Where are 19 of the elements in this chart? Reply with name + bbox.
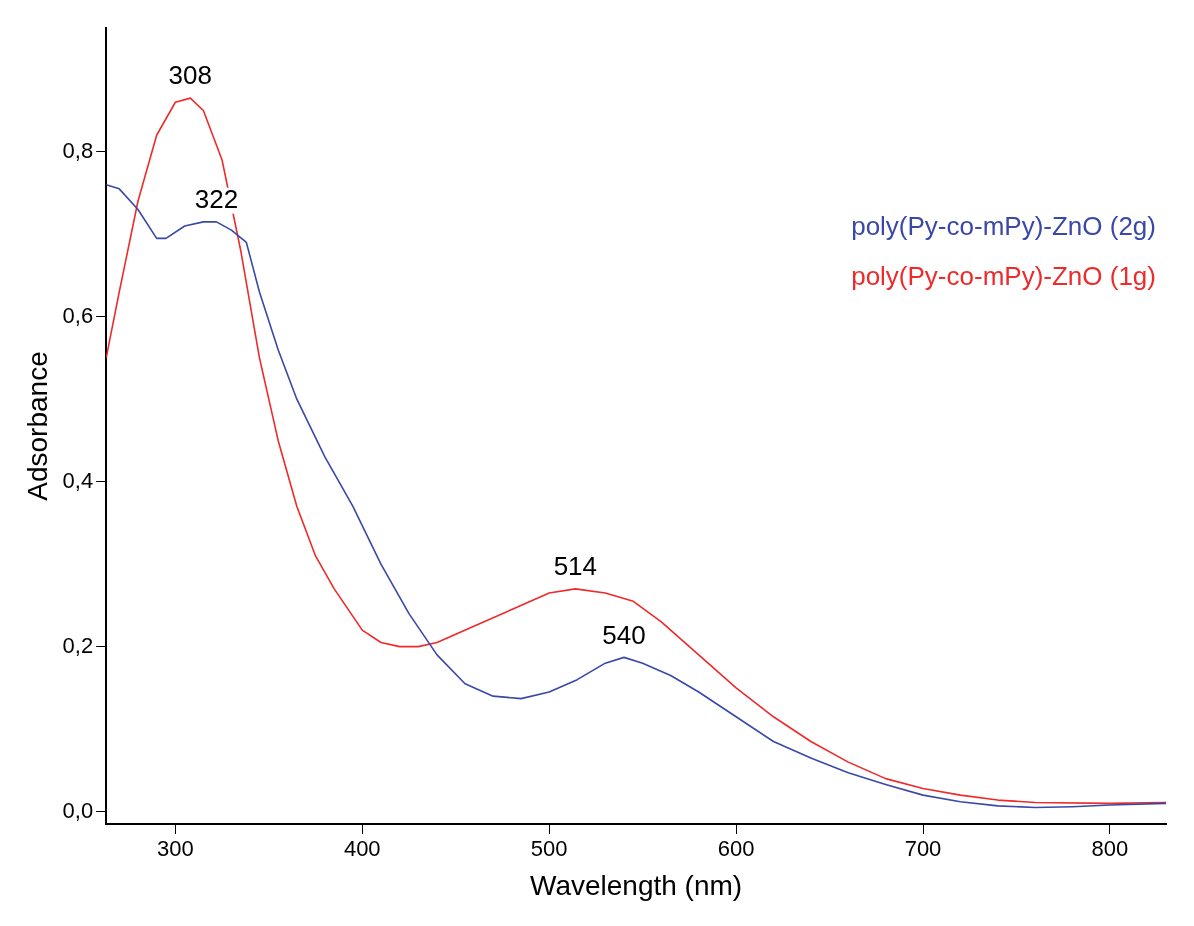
- x-axis-title: Wavelength (nm): [530, 869, 743, 901]
- x-tick-label: 800: [1091, 836, 1129, 862]
- annotation: 308: [168, 60, 212, 91]
- x-tick-label: 700: [904, 836, 942, 862]
- x-tick-label: 500: [530, 836, 568, 862]
- y-tick-label: 0,6: [62, 302, 94, 328]
- y-tick-label: 0,8: [62, 137, 94, 163]
- text: poly(Py-co-mPy)-ZnO (1g): [851, 261, 1156, 292]
- y-axis-title: Adsorbance: [21, 351, 53, 501]
- y-tick-label: 0,4: [62, 467, 94, 493]
- y-tick-label: 0,0: [62, 797, 94, 823]
- x-tick-label: 600: [717, 836, 755, 862]
- x-tick-label: 300: [156, 836, 194, 862]
- annotation: 514: [553, 551, 598, 582]
- annotation: 322: [194, 184, 239, 215]
- annotation: 540: [602, 619, 646, 650]
- y-tick-label: 0,2: [62, 632, 94, 658]
- x-tick-label: 400: [343, 836, 381, 862]
- text: poly(Py-co-mPy)-ZnO (2g): [851, 211, 1156, 242]
